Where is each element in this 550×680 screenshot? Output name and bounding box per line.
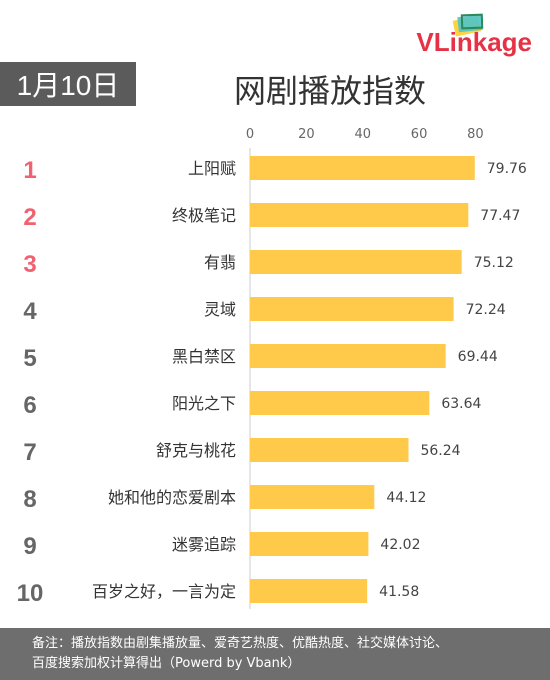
rank-number: 9 — [23, 533, 36, 560]
rank-number: 10 — [17, 580, 44, 607]
rank-number: 1 — [23, 157, 36, 184]
date-badge: 1月10日 — [0, 62, 136, 106]
category-label: 上阳赋 — [188, 159, 236, 178]
bar — [250, 297, 454, 321]
bar — [250, 485, 375, 509]
value-label: 63.64 — [441, 396, 481, 412]
category-label: 百岁之好，一言为定 — [92, 582, 236, 601]
bar — [250, 438, 409, 462]
value-label: 56.24 — [420, 443, 460, 459]
x-tick-label: 0 — [246, 127, 254, 142]
bar-chart: 0 20 40 60 80 1 上阳赋 79.76 2 终极笔记 77.47 3 有翡 75.12 4 灵域 7… — [17, 127, 527, 609]
bar — [250, 250, 462, 274]
bar — [250, 579, 368, 603]
value-label: 44.12 — [386, 490, 426, 506]
footer-line-1: 备注：播放指数由剧集播放量、爱奇艺热度、优酷热度、社交媒体讨论、 — [32, 636, 449, 651]
category-label: 她和他的恋爱剧本 — [108, 488, 236, 507]
vlinkage-logo: VLinkage — [382, 13, 532, 58]
x-tick-label: 80 — [467, 127, 484, 142]
rank-number: 2 — [23, 204, 36, 231]
logo-mark-icon — [452, 13, 484, 37]
category-label: 迷雾追踪 — [172, 535, 236, 554]
category-label: 舒克与桃花 — [156, 441, 236, 460]
value-label: 77.47 — [480, 208, 520, 224]
x-tick-label: 40 — [354, 127, 371, 142]
value-label: 69.44 — [458, 349, 498, 365]
value-label: 79.76 — [487, 161, 527, 177]
bar — [250, 344, 446, 368]
rank-number: 4 — [23, 298, 37, 325]
logo-text: VLinkage — [416, 27, 532, 57]
category-label: 终极笔记 — [172, 206, 236, 225]
rank-number: 5 — [23, 345, 36, 372]
category-label: 有翡 — [204, 253, 236, 272]
x-tick-label: 60 — [411, 127, 428, 142]
bar — [250, 203, 469, 227]
value-label: 72.24 — [466, 302, 506, 318]
chart-title: 网剧播放指数 — [233, 72, 426, 110]
category-label: 阳光之下 — [172, 394, 236, 413]
bar — [250, 156, 475, 180]
footer-note: 备注：播放指数由剧集播放量、爱奇艺热度、优酷热度、社交媒体讨论、 百度搜索加权计… — [0, 628, 550, 680]
x-tick-label: 20 — [298, 127, 315, 142]
value-label: 41.58 — [379, 584, 419, 600]
footer-line-2: 百度搜索加权计算得出（Powerd by Vbank） — [32, 656, 301, 671]
rank-number: 7 — [23, 439, 36, 466]
value-label: 75.12 — [474, 255, 514, 271]
category-label: 黑白禁区 — [172, 347, 236, 366]
rank-number: 8 — [23, 486, 36, 513]
category-label: 灵域 — [204, 300, 236, 319]
bar — [250, 391, 430, 415]
rank-number: 3 — [23, 251, 36, 278]
bar — [250, 532, 369, 556]
value-label: 42.02 — [380, 537, 420, 553]
rank-number: 6 — [23, 392, 36, 419]
